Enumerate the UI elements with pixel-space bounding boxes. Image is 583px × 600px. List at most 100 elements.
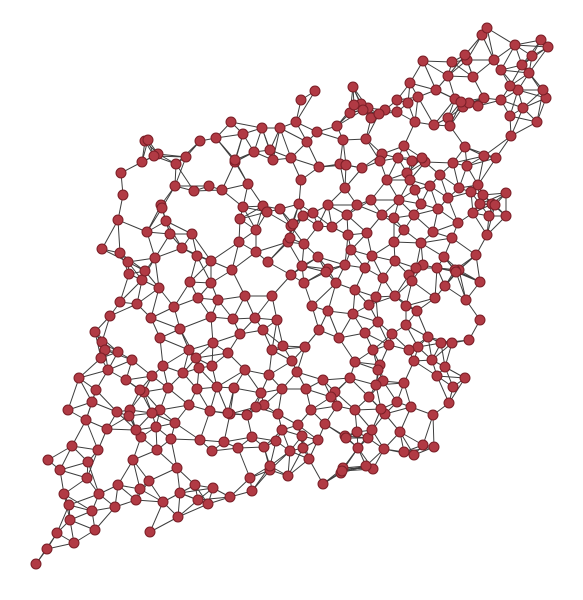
graph-node [192, 494, 204, 506]
graph-node [42, 454, 54, 466]
graph-node [256, 122, 268, 134]
graph-node [361, 227, 373, 239]
graph-node [109, 501, 121, 513]
graph-node [157, 496, 169, 508]
graph-node [64, 514, 76, 526]
graph-node [312, 251, 324, 263]
graph-node [186, 228, 198, 240]
graph-node [388, 236, 400, 248]
graph-node [112, 479, 124, 491]
graph-node [160, 215, 172, 227]
graph-node [483, 210, 495, 222]
graph-node [222, 407, 234, 419]
graph-edge [514, 44, 549, 48]
graph-node [326, 221, 338, 233]
graph-node [417, 55, 429, 67]
graph-node [490, 152, 502, 164]
graph-node [307, 207, 319, 219]
graph-node [68, 537, 80, 549]
graph-node [250, 246, 262, 258]
graph-node [442, 70, 454, 82]
graph-node [226, 264, 238, 276]
graph-node [363, 391, 375, 403]
graph-node [360, 460, 372, 472]
graph-node [66, 440, 78, 452]
graph-node [189, 479, 201, 491]
graph-node [375, 403, 387, 415]
graph-edge [191, 233, 212, 262]
graph-node [180, 151, 192, 163]
graph-node [144, 526, 156, 538]
graph-node [398, 224, 410, 236]
graph-node [428, 119, 440, 131]
graph-node [112, 346, 124, 358]
graph-node [297, 210, 309, 222]
graph-node [431, 262, 443, 274]
graph-node [317, 478, 329, 490]
graph-node [191, 383, 203, 395]
graph-node [477, 189, 489, 201]
graph-node [427, 226, 439, 238]
graph-node [344, 372, 356, 384]
graph-node [291, 366, 303, 378]
graph-edge [101, 219, 119, 250]
graph-node [134, 483, 146, 495]
graph-node [295, 174, 307, 186]
graph-node [126, 354, 138, 366]
graph-node [330, 277, 342, 289]
graph-edge [67, 377, 80, 411]
graph-node [62, 404, 74, 416]
graph-node [286, 355, 298, 367]
graph-node [517, 102, 529, 114]
graph-node [301, 136, 313, 148]
graph-node [73, 372, 85, 384]
graph-node [481, 229, 493, 241]
graph-node [531, 116, 543, 128]
graph-node [500, 187, 512, 199]
graph-node [86, 396, 98, 408]
graph-node [474, 314, 486, 326]
graph-node [351, 426, 363, 438]
graph-edge [87, 461, 100, 495]
graph-node [408, 209, 420, 221]
graph-edge [483, 135, 512, 157]
graph-node [317, 374, 329, 386]
graph-node [535, 34, 547, 46]
graph-edge [433, 98, 456, 126]
graph-node [446, 232, 458, 244]
graph-node [455, 96, 467, 108]
graph-node [164, 228, 176, 240]
graph-node [422, 331, 434, 343]
graph-node [372, 316, 384, 328]
graph-node [398, 446, 410, 458]
graph-node [446, 337, 458, 349]
graph-node [504, 110, 516, 122]
graph-node [391, 396, 403, 408]
graph-node [203, 180, 215, 192]
graph-node [523, 67, 535, 79]
graph-node [183, 344, 195, 356]
graph-node [169, 417, 181, 429]
graph-node [363, 299, 375, 311]
graph-node [141, 226, 153, 238]
graph-edge [271, 346, 306, 351]
graph-node [306, 300, 318, 312]
graph-node [319, 418, 331, 430]
graph-node [450, 266, 462, 278]
graph-node [427, 409, 439, 421]
graph-node [290, 116, 302, 128]
graph-node [93, 488, 105, 500]
graph-node [225, 116, 237, 128]
graph-node [194, 135, 206, 147]
graph-node [207, 337, 219, 349]
graph-node [388, 212, 400, 224]
graph-node [136, 156, 148, 168]
graph-node [80, 414, 92, 426]
graph-node [95, 352, 107, 364]
graph-node [459, 372, 471, 384]
graph-node [263, 369, 275, 381]
graph-node [474, 276, 486, 288]
graph-node [313, 161, 325, 173]
graph-node [165, 433, 177, 445]
graph-node [170, 158, 182, 170]
